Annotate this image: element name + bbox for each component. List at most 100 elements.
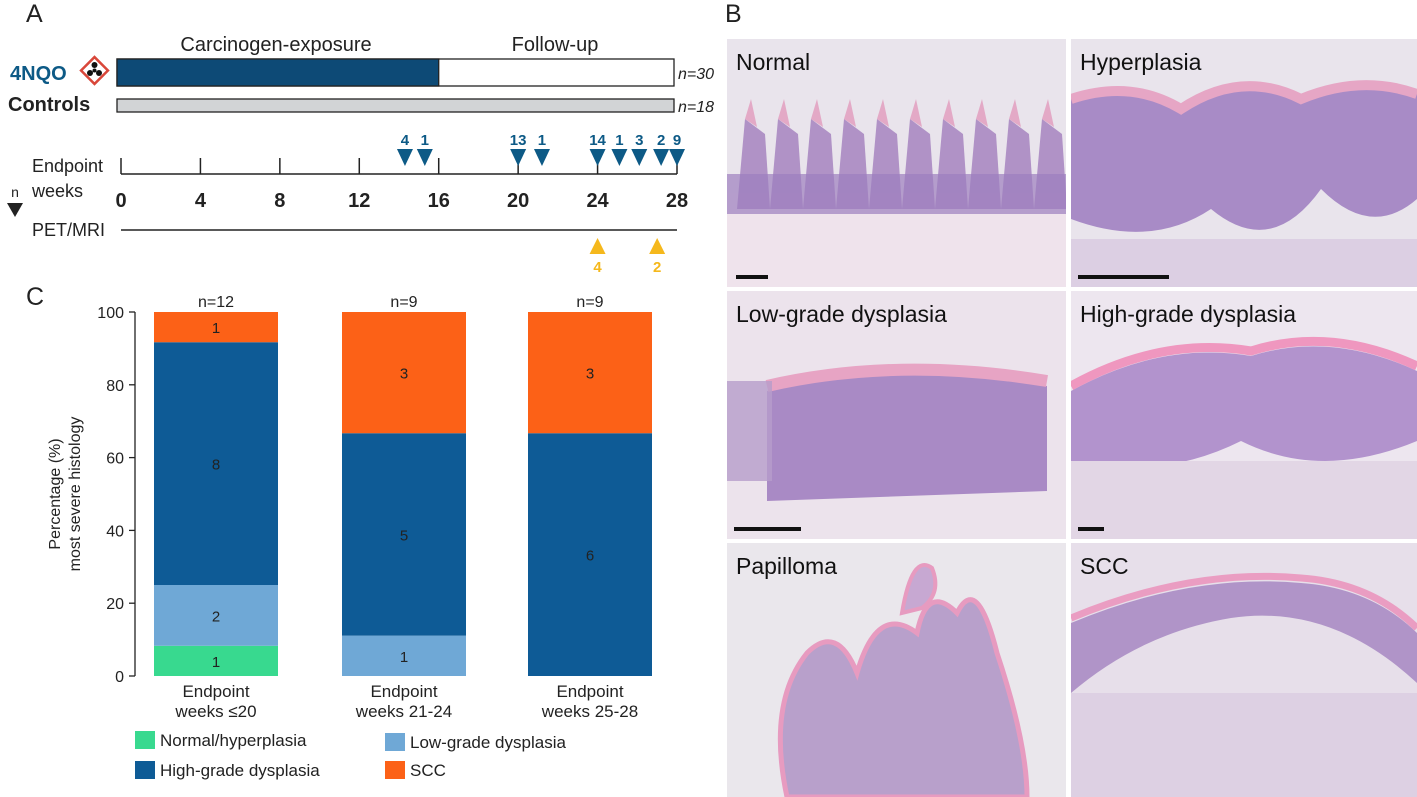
histology-tile-label: Normal (736, 49, 811, 75)
group-controls-label: Controls (8, 94, 90, 116)
legend-label: SCC (410, 761, 446, 780)
bar-segment (154, 342, 278, 585)
endpoint-count: 2 (657, 132, 665, 149)
bar-total-label: n=9 (576, 294, 603, 311)
endpoint-count: 1 (615, 132, 623, 149)
endpoint-count: 1 (538, 132, 546, 149)
legend-swatch (135, 761, 155, 779)
legend-swatch (385, 733, 405, 751)
histology-image (1071, 39, 1417, 287)
bar-controls (116, 98, 675, 113)
bar-segment-count: 3 (400, 366, 408, 383)
bar-segment-count: 1 (400, 649, 408, 666)
category-label: Endpoint (556, 682, 623, 701)
histology-image (1071, 291, 1417, 539)
histology-tile: Hyperplasia (1071, 39, 1417, 287)
category-label: weeks ≤20 (174, 702, 256, 721)
hazard-icon (79, 55, 110, 86)
bar-segment (342, 312, 466, 434)
histology-tile-label: Papilloma (736, 553, 837, 579)
bar-segment-count: 8 (212, 457, 220, 474)
petmri-marker (589, 238, 606, 254)
group-4nqo-label: 4NQO (10, 63, 67, 85)
endpoint-label-line2: weeks (31, 181, 83, 201)
endpoint-label-line1: Endpoint (32, 156, 103, 176)
endpoint-marker (510, 149, 527, 166)
histology-tile-label: Low-grade dysplasia (736, 301, 947, 327)
week-ticks: 0 4 8 12 16 20 24 28 (115, 158, 688, 212)
endpoint-count: 4 (401, 132, 410, 149)
chart-y-axis: 0 20 40 60 80 100 (97, 305, 136, 686)
study-timeline: Carcinogen-exposure Follow-up 4NQO n=30 … (7, 34, 714, 276)
week-tick-label: 0 (115, 190, 126, 212)
histology-tile-label: High-grade dysplasia (1080, 301, 1297, 327)
y-tick-label: 0 (115, 669, 124, 686)
category-label: Endpoint (370, 682, 437, 701)
category-label: Endpoint (182, 682, 249, 701)
histology-tile-label: SCC (1080, 553, 1129, 579)
week-tick-label: 20 (507, 190, 529, 212)
chart-legend: Normal/hyperplasia Low-grade dysplasia Hig… (135, 731, 566, 780)
legend-label: High-grade dysplasia (160, 761, 320, 780)
bar-segment-count: 5 (400, 527, 408, 544)
y-tick-label: 100 (97, 305, 124, 322)
legend-swatch (385, 761, 405, 779)
endpoint-count: 9 (673, 132, 681, 149)
petmri-count: 2 (653, 259, 661, 276)
histology-image (727, 39, 1066, 287)
bar-segment-count: 1 (212, 654, 220, 671)
category-label: weeks 25-28 (541, 702, 638, 721)
endpoint-count: 1 (421, 132, 429, 149)
bar-4nqo-exposure (116, 58, 440, 87)
n-marker-label: n (11, 184, 19, 200)
header-followup: Follow-up (512, 34, 599, 56)
chart-bars: 1 2 8 1 n=12 1 5 3 n=9 6 3 n=9 (154, 294, 652, 676)
endpoint-count: 14 (589, 132, 606, 149)
bar-segment-count: 3 (586, 366, 594, 383)
y-tick-label: 40 (106, 523, 124, 540)
endpoint-count: 13 (510, 132, 527, 149)
histology-tile: Normal (727, 39, 1066, 287)
n-controls: n=18 (678, 99, 714, 116)
petmri-marker (649, 238, 666, 254)
week-tick-label: 28 (666, 190, 688, 212)
bar-segment (342, 635, 466, 676)
endpoint-marker (631, 149, 648, 166)
n-4nqo: n=30 (678, 66, 714, 83)
petmri-label: PET/MRI (32, 220, 105, 240)
bar-total-label: n=9 (390, 294, 417, 311)
y-axis-label-line1: Percentage (%) (47, 438, 64, 549)
endpoint-marker (669, 149, 685, 166)
bar-segment (342, 433, 466, 636)
endpoint-marker (533, 149, 550, 166)
legend-label: Low-grade dysplasia (410, 733, 566, 752)
endpoint-marker (396, 149, 413, 166)
histology-stacked-bar-chart: 0 20 40 60 80 100 1 2 8 1 n=12 1 5 3 n=9 6 3 n=9 Endpoin… (47, 294, 652, 780)
histology-tile: Papilloma (727, 543, 1066, 797)
petmri-count: 4 (593, 259, 602, 276)
week-tick-label: 8 (274, 190, 285, 212)
header-exposure: Carcinogen-exposure (180, 34, 371, 56)
bar-total-label: n=12 (198, 294, 234, 311)
endpoint-marker (416, 149, 433, 166)
category-label: weeks 21-24 (355, 702, 452, 721)
panel-label-c: C (26, 283, 45, 311)
week-tick-label: 12 (348, 190, 370, 212)
histology-image (727, 291, 1066, 539)
y-tick-label: 80 (106, 378, 124, 395)
bar-segment-count: 6 (586, 548, 594, 565)
bar-segment (154, 645, 278, 676)
panel-label-b: B (725, 0, 742, 28)
endpoint-markers: 4 1 13 1 14 1 3 2 9 (396, 132, 685, 166)
chart-y-label: Percentage (%) most severe histology (47, 417, 84, 572)
histology-tile: SCC (1071, 543, 1417, 797)
bar-segment-count: 2 (212, 608, 220, 625)
bar-segment (528, 312, 652, 434)
y-tick-label: 60 (106, 451, 124, 468)
bar-segment-count: 1 (212, 320, 220, 337)
legend-label: Normal/hyperplasia (160, 731, 307, 750)
histology-image (727, 543, 1066, 797)
week-tick-label: 24 (586, 190, 609, 212)
